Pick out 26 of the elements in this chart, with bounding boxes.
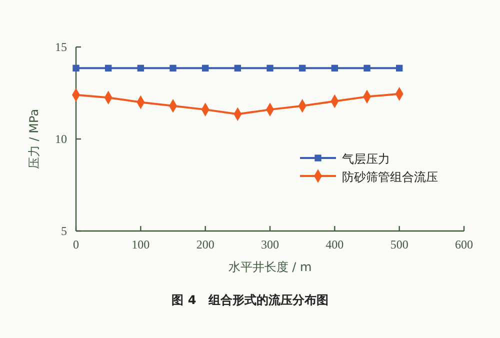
x-tick-label: 500: [390, 238, 408, 252]
x-tick-label: 600: [455, 238, 473, 252]
point: [234, 64, 242, 72]
point: [104, 64, 112, 72]
x-tick-label: 300: [261, 238, 279, 252]
x-tick-label: 200: [196, 238, 214, 252]
legend-label: 防砂筛管组合流压: [342, 170, 438, 184]
point: [396, 64, 403, 72]
x-axis-title: 水平井长度 / m: [228, 260, 312, 274]
point: [364, 64, 370, 72]
caption: 图 4 组合形式的流压分布图: [172, 293, 328, 307]
x-tick-label: 100: [132, 238, 150, 252]
point: [202, 64, 209, 72]
y-tick-label: 10: [55, 132, 67, 146]
point: [170, 64, 176, 72]
point: [72, 64, 80, 72]
x-tick-label: 0: [73, 238, 79, 252]
y-axis-title: 压力 / MPa: [27, 108, 41, 170]
point: [298, 64, 306, 72]
x-tick-label: 400: [326, 238, 344, 252]
point: [137, 64, 144, 72]
y-tick-label: 15: [55, 40, 67, 54]
y-tick-label: 5: [61, 224, 67, 238]
legend-label: 气层压力: [342, 152, 390, 166]
point: [331, 64, 338, 72]
point: [266, 64, 274, 72]
